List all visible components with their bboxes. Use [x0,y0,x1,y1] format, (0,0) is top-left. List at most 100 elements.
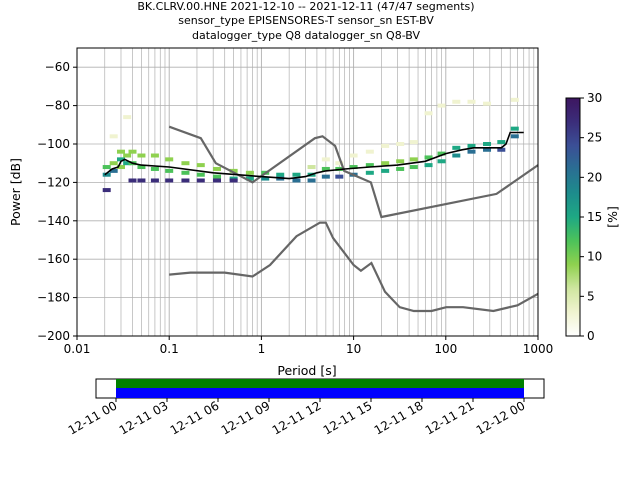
y-axis-ticks: −60 −80 −100 −120 −140 −160 −180 −200 [37,60,77,343]
density-cell [349,153,358,158]
x-tick-label: 1000 [523,342,554,356]
density-cell [437,159,446,164]
density-cell [335,174,344,179]
density-cell [424,163,433,168]
density-cell [424,111,433,116]
x-tick-label: 10 [346,342,361,356]
title-line-1: BK.CLRV.00.HNE 2021-12-10 -- 2021-12-11 … [137,0,474,13]
timeline-data-bar [116,379,524,388]
density-cell [467,99,476,104]
density-cell [137,153,146,158]
density-cell [116,157,125,162]
colorbar-tick-label: 20 [587,170,602,184]
density-cell [150,166,159,171]
density-cell [409,140,418,145]
density-cell [483,147,492,152]
density-cell [109,134,118,139]
density-cell [510,126,519,131]
timeline-tick-label: 12-11 06 [168,398,222,437]
density-cell [381,161,390,166]
density-cell [245,176,254,181]
density-cell [165,178,174,183]
colorbar-tick-label: 30 [587,91,602,105]
y-tick-label: −200 [37,329,70,343]
title-line-3: datalogger_type Q8 datalogger_sn Q8-BV [192,29,420,42]
density-cell [452,145,461,150]
colorbar-tick-label: 15 [587,210,602,224]
density-cell [510,134,519,139]
density-cell [181,178,190,183]
density-cell [213,166,222,171]
density-cell [396,166,405,171]
density-cell [497,140,506,145]
title-line-2: sensor_type EPISENSORES-T sensor_sn EST-… [178,14,434,27]
y-tick-label: −120 [37,175,70,189]
density-cell [409,157,418,162]
timeline-tick-label: 12-11 00 [66,398,120,437]
timeline-tick-label: 12-12 00 [474,398,528,437]
density-cell [165,168,174,173]
timeline-used-bar [116,388,524,398]
colorbar-gradient [565,97,581,337]
y-tick-label: −180 [37,291,70,305]
plot-frame [76,47,539,337]
noise-model-high [168,125,539,219]
ppsd-plot: 0.01 0.1 1 10 100 1000 −60 −80 −100 −120 −140 −160… [8,47,554,378]
timeline-tick-label: 12-11 03 [117,398,171,437]
density-cell [510,97,519,102]
density-cell [128,178,137,183]
density-cell [483,142,492,146]
density-cell [409,165,418,170]
density-cell [483,101,492,106]
density-cell [213,178,222,183]
density-cell [452,99,461,104]
density-cell [396,142,405,146]
timeline-tick-label: 12-11 15 [321,398,375,437]
noise-models [168,125,539,313]
timeline-tick-label: 12-11 12 [270,398,324,437]
density-cell [181,161,190,166]
density-cell [321,157,330,162]
density-cell [102,165,111,170]
x-tick-label: 0.1 [160,342,179,356]
x-axis-ticks: 0.01 0.1 1 10 100 1000 [64,336,554,356]
density-cell [150,178,159,183]
density-cell [150,153,159,158]
y-tick-label: −160 [37,252,70,266]
grid-lines [76,48,538,337]
density-cell [365,163,374,168]
y-axis-label: Power [dB] [8,158,23,226]
density-cell [292,178,301,183]
density-cell [467,143,476,148]
colorbar-tick-label: 5 [587,289,595,303]
x-tick-label: 0.01 [64,342,91,356]
density-cell [437,103,446,108]
plot-background [77,48,538,336]
timeline-tick-label: 12-11 09 [219,398,273,437]
x-axis-label: Period [s] [277,363,336,378]
density-cell [452,153,461,158]
y-tick-label: −100 [37,137,70,151]
y-tick-label: −60 [45,60,70,74]
density-cell [321,174,330,179]
density-cell [424,155,433,160]
colorbar-label: [%] [605,206,620,228]
density-cell [137,178,146,183]
density-cell [261,176,270,181]
density-cell [276,172,285,177]
density-cell [123,115,132,120]
x-tick-label: 100 [434,342,457,356]
density-cell [116,149,125,154]
x-tick-label: 1 [258,342,266,356]
density-cell [396,159,405,164]
density-cell [102,172,111,177]
density-cell [116,165,125,170]
density-cell [245,170,254,175]
timeline-tick-label: 12-11 18 [372,398,426,437]
figure-title: BK.CLRV.00.HNE 2021-12-10 -- 2021-12-11 … [137,0,474,42]
density-cell [196,163,205,168]
colorbar-tick-label: 25 [587,131,602,145]
